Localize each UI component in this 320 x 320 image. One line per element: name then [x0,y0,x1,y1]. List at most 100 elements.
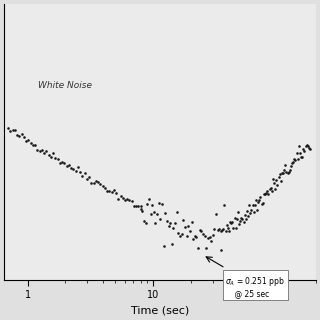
Point [60,160,65,165]
Point [196,245,201,250]
Text: $\sigma_A$ = 0.251 ppb
    @ 25 sec: $\sigma_A$ = 0.251 ppb @ 25 sec [226,275,285,298]
Point [249,208,254,213]
Point [150,202,155,207]
Point [181,218,186,223]
Point [143,220,148,225]
Point [51,151,56,156]
Point [282,168,287,173]
Point [262,192,268,197]
Point [302,148,307,153]
Point [275,183,280,188]
Point [202,233,207,238]
Point [250,202,255,207]
Point [204,245,209,250]
Point [28,141,33,146]
Point [146,197,151,202]
Point [230,219,235,224]
Point [17,134,22,139]
Point [151,209,156,214]
Point [260,200,265,205]
Point [116,196,121,201]
Point [212,226,217,231]
X-axis label: Time (sec): Time (sec) [131,306,189,316]
Point [77,170,83,175]
Point [26,138,31,143]
Point [6,125,11,131]
Point [153,220,158,225]
Point [176,230,181,235]
Point [35,148,40,153]
Point [240,217,245,222]
Point [168,220,173,226]
Point [120,196,125,201]
Point [134,204,139,209]
Point [125,196,130,202]
Point [164,219,170,224]
Point [296,143,301,148]
Point [66,162,71,167]
Point [30,142,36,147]
Point [138,206,143,212]
Point [62,160,67,165]
Point [158,217,163,222]
Point [127,197,132,202]
Point [225,225,230,230]
Point [8,128,13,133]
Point [186,223,191,228]
Point [242,212,247,218]
Point [297,150,302,155]
Point [294,151,299,156]
Point [308,147,313,152]
Point [238,219,243,224]
Point [292,156,297,161]
Point [243,216,248,221]
Point [68,165,74,171]
Point [252,202,257,207]
Point [248,211,253,216]
Point [100,183,105,188]
Point [191,237,196,242]
Point [259,201,264,206]
Point [156,200,161,205]
Point [291,160,296,165]
Point [283,162,288,167]
Point [10,128,15,133]
Point [285,170,290,175]
Point [86,175,92,180]
Point [223,228,228,233]
Point [71,166,76,171]
Point [145,201,150,206]
Point [258,195,263,200]
Point [199,228,204,234]
Point [256,199,261,204]
Point [155,211,160,216]
Point [234,217,239,222]
Point [95,179,100,184]
Point [102,185,107,190]
Point [293,158,298,163]
Point [253,197,259,202]
Point [46,153,51,158]
Point [261,192,267,197]
Point [82,171,87,176]
Point [89,180,94,185]
Point [213,211,219,216]
Point [138,204,143,209]
Point [307,145,312,150]
Text: White Noise: White Noise [37,81,92,90]
Point [114,190,119,196]
Point [274,178,279,183]
Point [171,225,176,230]
Point [80,173,85,178]
Point [267,187,272,192]
Point [132,204,137,209]
Point [244,209,250,214]
Point [44,149,49,154]
Point [189,220,194,225]
Point [163,211,168,216]
Point [42,150,47,155]
Point [166,223,171,228]
Point [299,155,304,160]
Point [174,210,179,215]
Point [264,190,269,196]
